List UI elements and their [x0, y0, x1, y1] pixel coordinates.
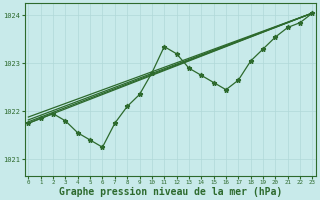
X-axis label: Graphe pression niveau de la mer (hPa): Graphe pression niveau de la mer (hPa)	[59, 186, 282, 197]
